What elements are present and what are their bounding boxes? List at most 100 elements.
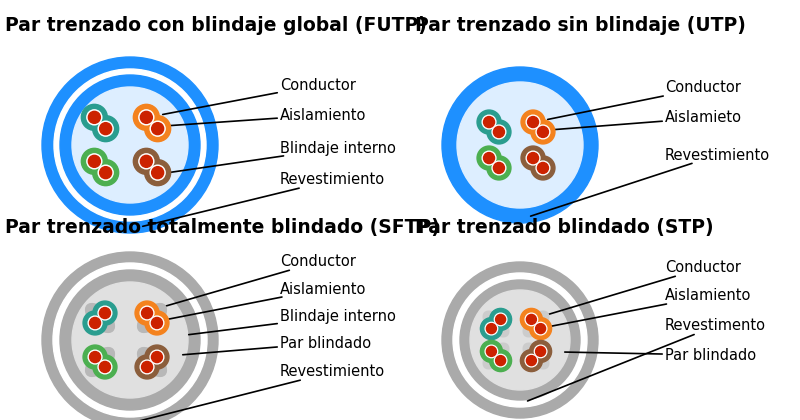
Circle shape xyxy=(442,67,598,223)
Circle shape xyxy=(482,151,496,165)
Text: Conductor: Conductor xyxy=(548,81,741,119)
Circle shape xyxy=(53,263,207,417)
Circle shape xyxy=(521,349,542,372)
Circle shape xyxy=(93,355,117,379)
Circle shape xyxy=(487,120,511,144)
Circle shape xyxy=(526,115,540,129)
Circle shape xyxy=(494,354,507,367)
Circle shape xyxy=(98,165,113,180)
Circle shape xyxy=(134,148,159,174)
Text: Par blindado: Par blindado xyxy=(182,336,371,355)
Circle shape xyxy=(492,161,506,175)
Circle shape xyxy=(483,117,494,128)
Circle shape xyxy=(83,311,107,335)
Circle shape xyxy=(151,352,162,362)
Text: Aislamiento: Aislamiento xyxy=(166,108,366,126)
Circle shape xyxy=(90,318,101,328)
Circle shape xyxy=(93,116,118,142)
Circle shape xyxy=(99,362,110,373)
Circle shape xyxy=(536,161,550,175)
Text: Revestimiento: Revestimiento xyxy=(142,173,385,226)
Circle shape xyxy=(534,322,547,335)
Circle shape xyxy=(93,160,118,186)
Circle shape xyxy=(536,125,550,139)
Circle shape xyxy=(521,308,542,331)
Text: Conductor: Conductor xyxy=(546,260,741,315)
Circle shape xyxy=(152,167,164,178)
Circle shape xyxy=(60,270,200,410)
Ellipse shape xyxy=(86,348,114,376)
Circle shape xyxy=(140,306,154,320)
Circle shape xyxy=(150,316,164,330)
Circle shape xyxy=(485,345,498,358)
Circle shape xyxy=(495,315,506,324)
Circle shape xyxy=(531,156,555,180)
Text: Conductor: Conductor xyxy=(162,255,356,307)
Circle shape xyxy=(538,126,549,137)
Ellipse shape xyxy=(483,311,509,337)
Text: Aislamiento: Aislamiento xyxy=(166,281,366,320)
Circle shape xyxy=(494,313,507,326)
Circle shape xyxy=(134,104,159,130)
Circle shape xyxy=(535,346,546,357)
Ellipse shape xyxy=(138,348,166,376)
Circle shape xyxy=(530,318,551,340)
Text: Revestimiento: Revestimiento xyxy=(138,365,385,420)
Circle shape xyxy=(534,345,547,358)
Circle shape xyxy=(93,301,117,325)
Circle shape xyxy=(140,155,152,167)
Circle shape xyxy=(139,154,154,169)
Circle shape xyxy=(492,125,506,139)
Circle shape xyxy=(87,154,102,169)
Circle shape xyxy=(487,156,511,180)
Circle shape xyxy=(521,146,545,170)
Text: Revestimiento: Revestimiento xyxy=(530,147,770,216)
Circle shape xyxy=(54,69,206,221)
Circle shape xyxy=(495,356,506,365)
Circle shape xyxy=(538,163,549,173)
Circle shape xyxy=(42,57,218,233)
Circle shape xyxy=(83,345,107,369)
Circle shape xyxy=(525,354,538,367)
Circle shape xyxy=(72,87,188,203)
Circle shape xyxy=(72,282,188,398)
Circle shape xyxy=(150,350,164,364)
Circle shape xyxy=(100,167,112,178)
Circle shape xyxy=(140,111,152,123)
Circle shape xyxy=(521,110,545,134)
Text: Par trenzado blindado (STP): Par trenzado blindado (STP) xyxy=(415,218,714,237)
Circle shape xyxy=(526,356,537,365)
Circle shape xyxy=(152,123,164,135)
Circle shape xyxy=(140,360,154,374)
Circle shape xyxy=(142,307,153,318)
Circle shape xyxy=(151,318,162,328)
Circle shape xyxy=(60,75,200,215)
Circle shape xyxy=(145,160,170,186)
Circle shape xyxy=(88,111,100,123)
Circle shape xyxy=(481,340,502,362)
Circle shape xyxy=(460,280,580,400)
Text: Conductor: Conductor xyxy=(162,78,356,115)
Circle shape xyxy=(483,152,494,163)
Circle shape xyxy=(98,360,112,374)
Text: Revestimento: Revestimento xyxy=(527,318,766,401)
Ellipse shape xyxy=(138,304,166,332)
Circle shape xyxy=(486,323,497,333)
Circle shape xyxy=(494,126,505,137)
Circle shape xyxy=(135,301,159,325)
Ellipse shape xyxy=(523,343,549,369)
Circle shape xyxy=(527,152,538,163)
Circle shape xyxy=(526,315,537,324)
Ellipse shape xyxy=(523,311,549,337)
Circle shape xyxy=(145,311,169,335)
Circle shape xyxy=(457,82,583,208)
Circle shape xyxy=(135,355,159,379)
Circle shape xyxy=(145,345,169,369)
Text: Par blindado: Par blindado xyxy=(565,347,756,362)
Circle shape xyxy=(490,349,511,372)
Text: Par trenzado sin blindaje (UTP): Par trenzado sin blindaje (UTP) xyxy=(415,16,746,35)
Circle shape xyxy=(87,110,102,125)
Circle shape xyxy=(145,116,170,142)
Circle shape xyxy=(477,110,501,134)
Circle shape xyxy=(490,308,511,331)
